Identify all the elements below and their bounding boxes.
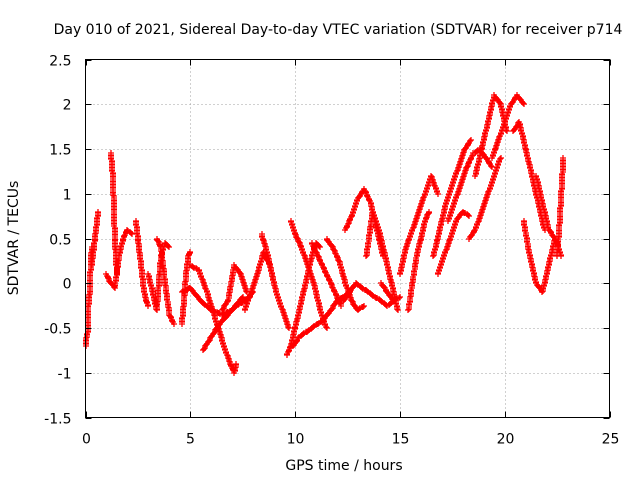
series-arc-29 bbox=[466, 155, 504, 242]
x-tick-label: 15 bbox=[392, 432, 410, 448]
point-markers bbox=[435, 209, 472, 277]
x-tick-label: 0 bbox=[82, 432, 91, 448]
series-arc-26 bbox=[430, 137, 474, 259]
y-tick-label: 1 bbox=[63, 188, 72, 204]
point-markers bbox=[489, 92, 527, 161]
series-arc-31 bbox=[489, 92, 527, 161]
y-tick-label: 2 bbox=[63, 98, 72, 114]
y-tick-label: -0.5 bbox=[44, 322, 71, 338]
series-arc-33 bbox=[521, 218, 558, 295]
point-markers bbox=[466, 155, 504, 242]
series-arc-21 bbox=[342, 186, 386, 259]
series-arc-5 bbox=[133, 218, 151, 309]
x-tick-label: 25 bbox=[602, 432, 620, 448]
point-markers bbox=[89, 209, 101, 268]
x-tick-label: 5 bbox=[186, 432, 195, 448]
series-arc-25 bbox=[405, 209, 432, 313]
point-markers bbox=[309, 240, 344, 309]
series-arc-20 bbox=[340, 280, 397, 309]
y-tick-label: -1 bbox=[58, 367, 72, 383]
series-arc-22 bbox=[363, 209, 401, 313]
data-points bbox=[83, 92, 566, 376]
x-tick-label: 20 bbox=[497, 432, 515, 448]
y-axis-label: SDTVAR / TECUs bbox=[6, 181, 22, 296]
y-tick-label: 1.5 bbox=[49, 143, 71, 159]
axis-tick-labels: 0 5 10 15 20 25 -1.5 -1 -0.5 0 0.5 1 1.5 2 2.5 bbox=[44, 54, 619, 448]
point-markers bbox=[154, 236, 177, 327]
y-tick-label: 0.5 bbox=[49, 233, 71, 249]
point-markers bbox=[342, 186, 386, 259]
point-markers bbox=[340, 280, 397, 309]
y-tick-label: 2.5 bbox=[49, 54, 71, 70]
point-markers bbox=[378, 280, 403, 304]
series-arc-4 bbox=[103, 227, 135, 291]
point-markers bbox=[554, 155, 566, 259]
chart-title: Day 010 of 2021, Sidereal Day-to-day VTE… bbox=[54, 22, 623, 38]
series-arc-32 bbox=[510, 119, 548, 233]
point-markers bbox=[397, 173, 441, 277]
point-markers bbox=[133, 218, 151, 309]
point-markers bbox=[259, 231, 277, 286]
series-arc-35 bbox=[554, 155, 566, 259]
point-markers bbox=[363, 209, 401, 313]
series-arc-14 bbox=[259, 231, 277, 286]
x-axis-label: GPS time / hours bbox=[285, 458, 402, 474]
plot-frame bbox=[85, 59, 610, 418]
y-tick-label: 0 bbox=[63, 277, 72, 293]
series-arc-12 bbox=[219, 262, 250, 313]
series-arc-16 bbox=[288, 218, 330, 331]
point-markers bbox=[103, 227, 135, 291]
point-markers bbox=[108, 150, 120, 277]
point-markers bbox=[510, 119, 548, 233]
series-arc-3 bbox=[108, 150, 120, 277]
series-arc-2 bbox=[89, 209, 101, 268]
series-arc-18 bbox=[309, 240, 344, 309]
series-arc-24 bbox=[397, 173, 441, 277]
point-markers bbox=[430, 137, 474, 259]
series-arc-27 bbox=[435, 209, 472, 277]
point-markers bbox=[521, 218, 558, 295]
x-tick-label: 10 bbox=[287, 432, 305, 448]
axis-ticks bbox=[85, 59, 611, 419]
point-markers bbox=[405, 209, 432, 313]
point-markers bbox=[219, 262, 250, 313]
series-arc-23 bbox=[378, 280, 403, 304]
series-arc-7 bbox=[154, 236, 177, 327]
grid-lines bbox=[85, 59, 610, 418]
point-markers bbox=[288, 218, 330, 331]
y-tick-label: -1.5 bbox=[44, 412, 71, 428]
